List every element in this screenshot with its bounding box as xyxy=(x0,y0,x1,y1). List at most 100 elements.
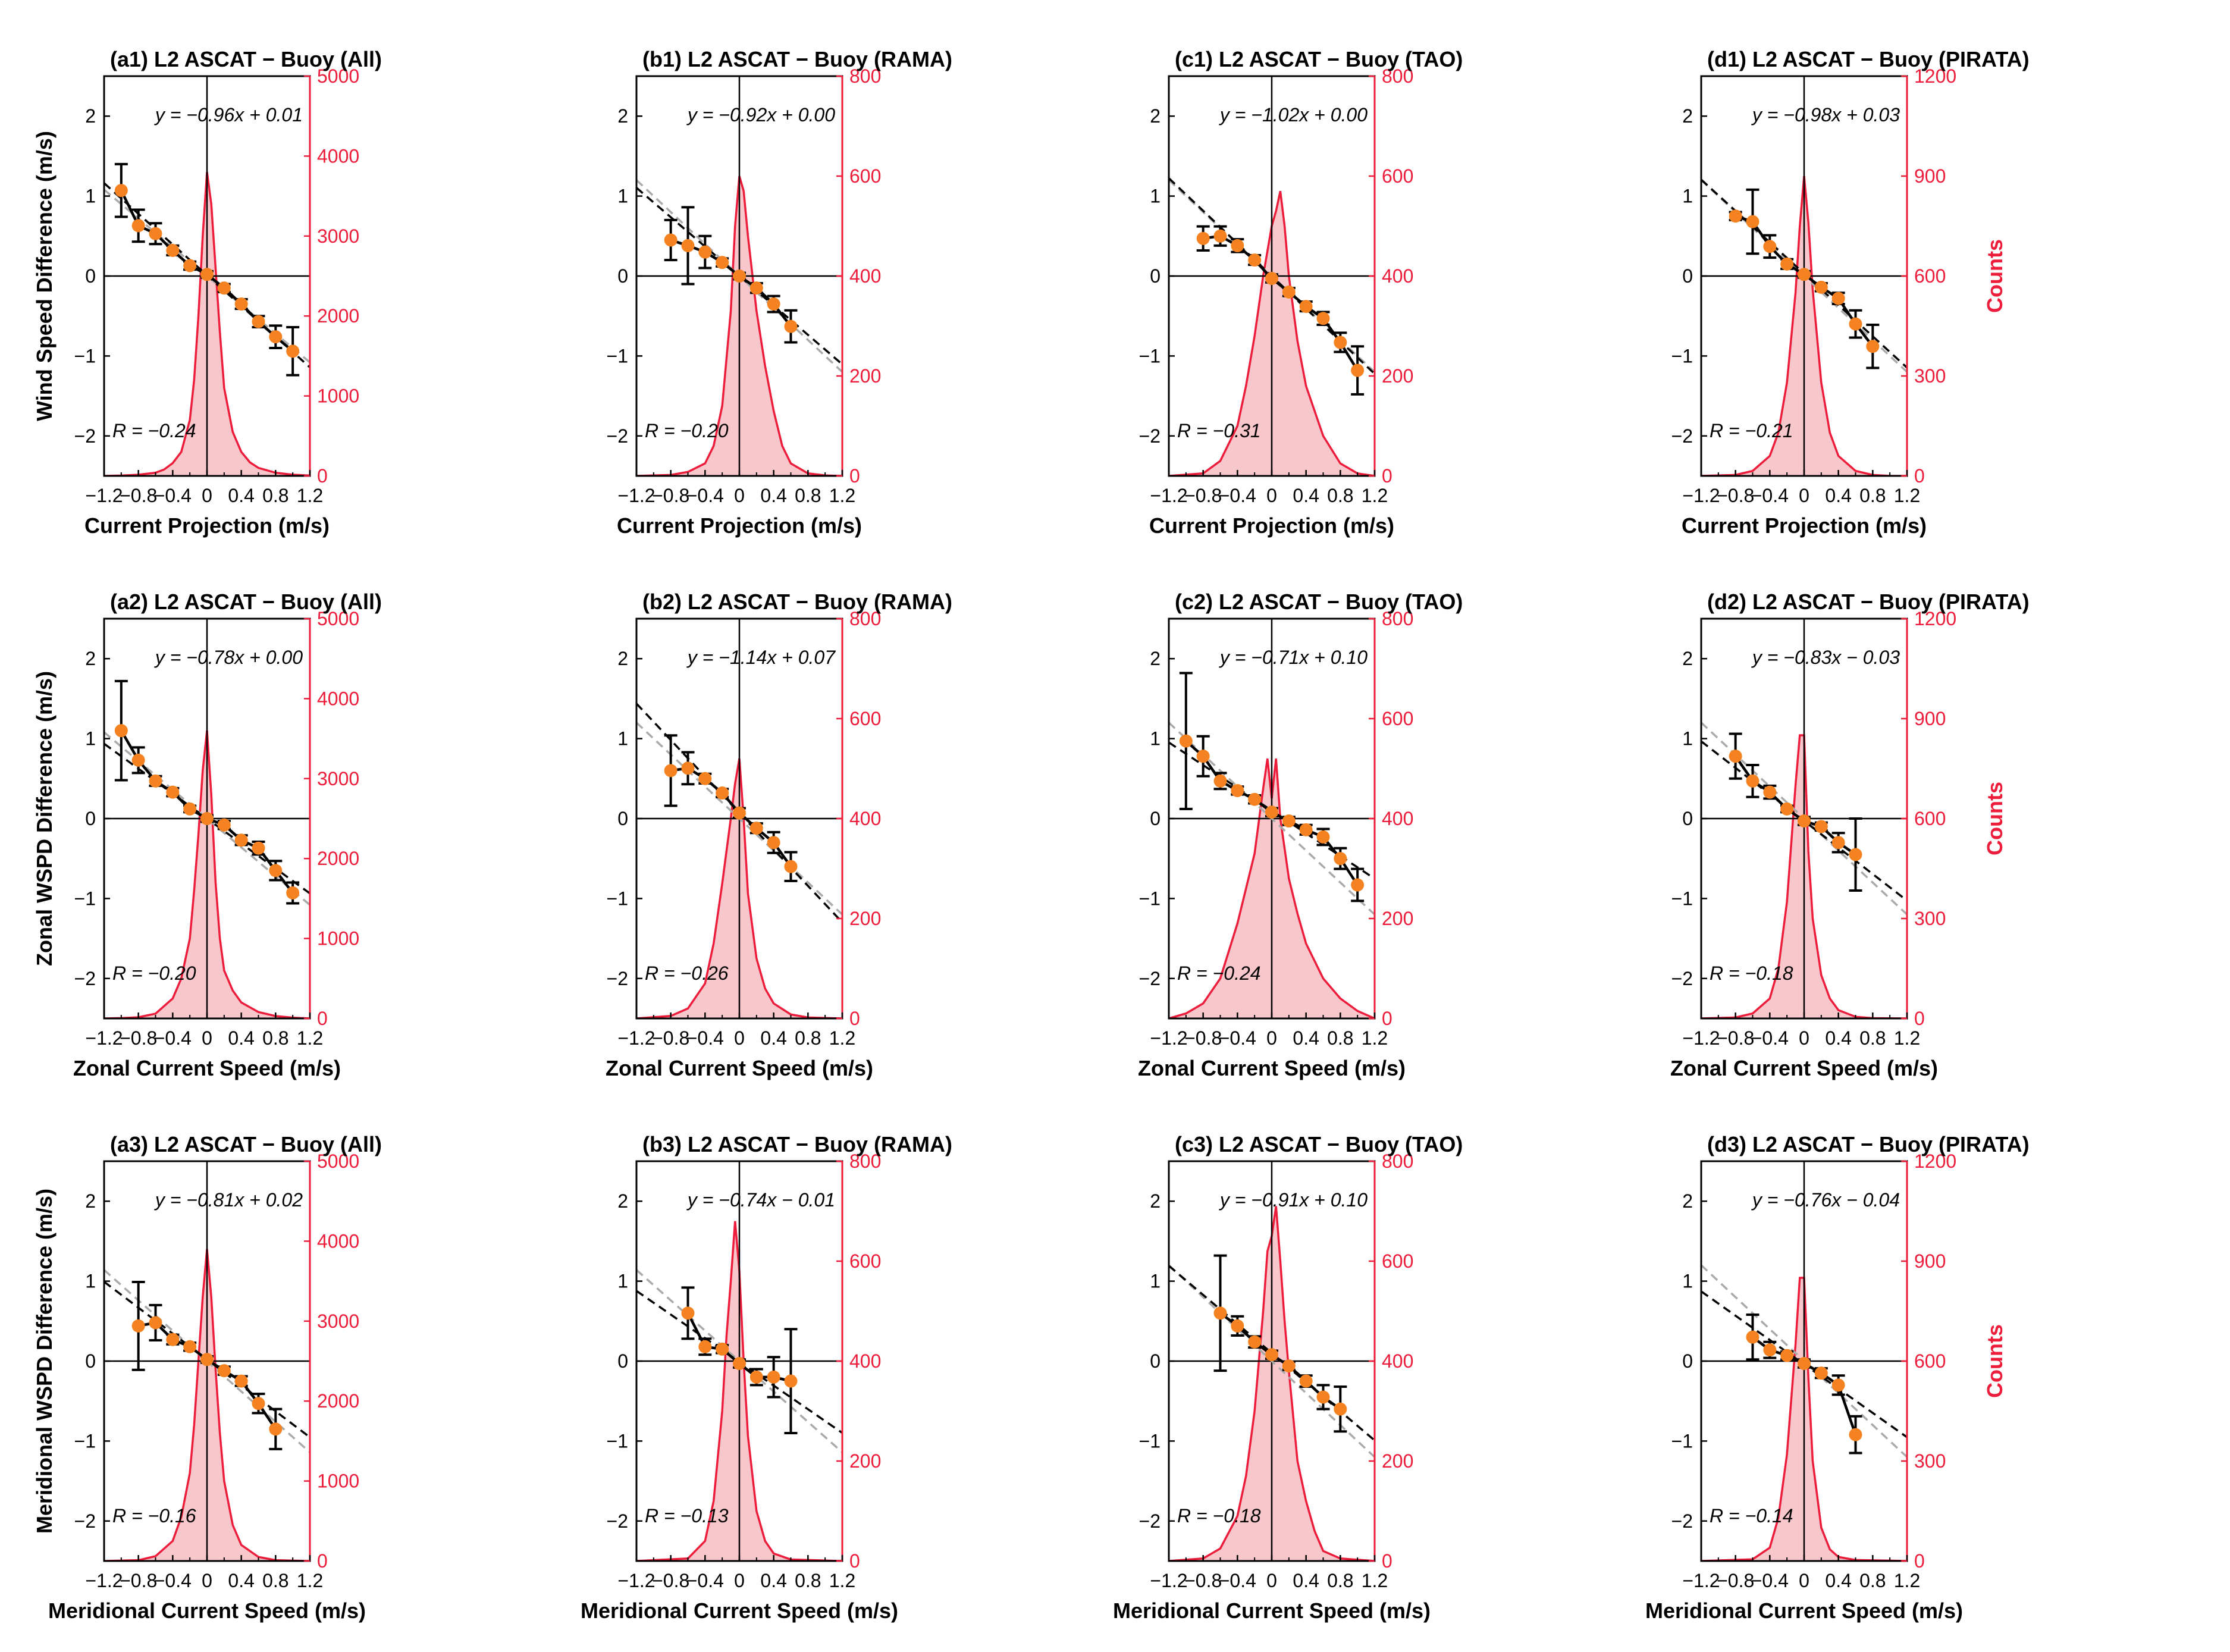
x-tick-label: 0 xyxy=(1799,1570,1809,1591)
x-tick-label: 0.8 xyxy=(795,1570,821,1591)
chart-title: (a2) L2 ASCAT − Buoy (All) xyxy=(110,590,382,614)
x-axis-label: Current Projection (m/s) xyxy=(1682,513,1927,538)
x-tick-label: −0.4 xyxy=(1219,1570,1256,1591)
regression-equation: y = −0.83x − 0.03 xyxy=(1751,647,1900,668)
correlation-label: R = −0.31 xyxy=(1177,420,1261,441)
data-point xyxy=(269,330,283,344)
x-tick-label: 0 xyxy=(1266,1027,1277,1049)
data-point xyxy=(1231,783,1244,797)
y2-tick-label: 600 xyxy=(1382,165,1413,187)
data-point xyxy=(131,219,145,233)
data-point xyxy=(234,297,248,311)
y2-tick-label: 1200 xyxy=(1914,1151,1956,1172)
y2-tick-label: 200 xyxy=(1382,365,1413,387)
data-point xyxy=(200,268,214,281)
data-point xyxy=(1780,802,1794,816)
x-tick-label: 0.4 xyxy=(228,1027,254,1049)
y-tick-label: 0 xyxy=(1682,265,1693,287)
chart-title: (a3) L2 ASCAT − Buoy (All) xyxy=(110,1132,382,1156)
y-tick-label: −2 xyxy=(1139,425,1161,447)
y2-tick-label: 4000 xyxy=(317,1230,359,1252)
data-point xyxy=(166,243,180,257)
data-point xyxy=(1798,1357,1811,1371)
data-point xyxy=(1299,1374,1313,1388)
y2-axis-label: Counts xyxy=(1983,1324,2007,1398)
x-tick-label: 0 xyxy=(734,1027,745,1049)
data-point xyxy=(1248,253,1262,267)
y2-tick-label: 200 xyxy=(1382,908,1413,929)
y2-tick-label: 800 xyxy=(1382,65,1413,87)
x-tick-label: 0.4 xyxy=(1293,1027,1319,1049)
correlation-label: R = −0.13 xyxy=(645,1505,729,1526)
x-tick-label: 1.2 xyxy=(1362,1570,1388,1591)
y-tick-label: 2 xyxy=(617,1190,628,1212)
data-point xyxy=(234,1374,248,1388)
y2-tick-label: 0 xyxy=(1914,1008,1925,1029)
data-point xyxy=(252,1397,265,1410)
x-tick-label: 1.2 xyxy=(1362,1027,1388,1049)
x-axis-label: Meridional Current Speed (m/s) xyxy=(581,1598,898,1623)
x-tick-label: −0.8 xyxy=(120,1570,157,1591)
y-tick-label: 2 xyxy=(1682,648,1693,669)
x-tick-label: −0.4 xyxy=(154,1570,192,1591)
data-point xyxy=(1213,1306,1227,1320)
data-point xyxy=(784,1374,798,1388)
data-point xyxy=(183,259,197,272)
data-point xyxy=(183,1340,197,1353)
y-tick-label: 1 xyxy=(617,1271,628,1292)
data-point xyxy=(252,841,265,855)
x-tick-label: 1.2 xyxy=(297,485,323,506)
data-point xyxy=(200,1353,214,1366)
data-point xyxy=(1213,229,1227,243)
y2-tick-label: 300 xyxy=(1914,1450,1946,1472)
x-tick-label: −0.8 xyxy=(1717,1570,1754,1591)
y2-tick-label: 600 xyxy=(1382,1250,1413,1272)
y-tick-label: −1 xyxy=(1139,1430,1161,1452)
x-tick-label: 0.4 xyxy=(1293,485,1319,506)
y2-tick-label: 0 xyxy=(317,1008,328,1029)
plot-area xyxy=(636,619,842,1018)
data-point xyxy=(269,864,283,877)
y2-tick-label: 400 xyxy=(1382,265,1413,287)
x-tick-label: −0.8 xyxy=(1184,485,1222,506)
data-point xyxy=(1231,1319,1244,1333)
x-tick-label: −0.4 xyxy=(1751,1570,1789,1591)
data-point xyxy=(1780,1349,1794,1362)
data-point xyxy=(269,1422,283,1436)
data-point xyxy=(716,1342,729,1356)
y-tick-label: −2 xyxy=(74,968,96,989)
chart-title: (b2) L2 ASCAT − Buoy (RAMA) xyxy=(642,590,952,614)
y-tick-label: −1 xyxy=(607,345,628,366)
y2-tick-label: 1200 xyxy=(1914,65,1956,87)
data-point xyxy=(149,227,162,240)
y-tick-label: −2 xyxy=(1671,1510,1693,1532)
data-point xyxy=(1265,1348,1278,1362)
x-tick-label: −0.8 xyxy=(1184,1570,1222,1591)
y2-tick-label: 600 xyxy=(849,165,881,187)
y2-tick-label: 600 xyxy=(849,708,881,729)
y2-tick-label: 0 xyxy=(849,1550,860,1572)
y-tick-label: −1 xyxy=(1139,888,1161,909)
y-tick-label: 2 xyxy=(1150,1190,1161,1212)
data-point xyxy=(1831,836,1845,849)
data-point xyxy=(784,319,798,333)
data-point xyxy=(234,833,248,847)
data-point xyxy=(1265,272,1278,286)
regression-equation: y = −0.78x + 0.00 xyxy=(154,647,303,668)
y2-tick-label: 0 xyxy=(1914,1550,1925,1572)
x-axis-label: Meridional Current Speed (m/s) xyxy=(1113,1598,1431,1623)
x-tick-label: 0.8 xyxy=(1859,485,1886,506)
x-tick-label: 0.4 xyxy=(760,485,786,506)
plot-area xyxy=(636,1161,842,1561)
y-tick-label: −1 xyxy=(607,1430,628,1452)
data-point xyxy=(149,1316,162,1330)
y2-tick-label: 600 xyxy=(1382,708,1413,729)
plot-area xyxy=(104,1161,310,1561)
data-point xyxy=(1196,750,1210,763)
data-point xyxy=(1231,239,1244,252)
data-point xyxy=(767,1370,780,1384)
x-tick-label: 0.4 xyxy=(760,1027,786,1049)
data-point xyxy=(1798,268,1811,281)
